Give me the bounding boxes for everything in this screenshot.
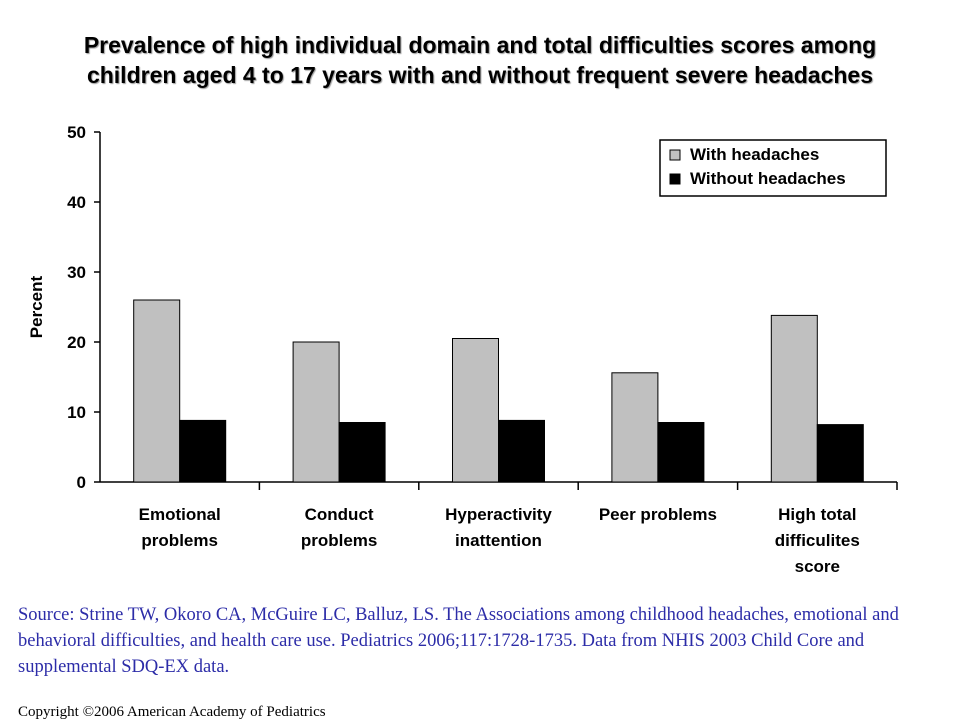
y-tick-label: 0 <box>77 473 86 492</box>
bar-with-headaches <box>292 341 340 483</box>
y-axis-title: Percent <box>27 275 46 338</box>
source-note: Source: Strine TW, Okoro CA, McGuire LC,… <box>18 605 899 677</box>
bar-chart: 0 10 20 30 40 50 Percent Emotional problems Condu… <box>27 123 898 576</box>
x-category-label: inattention <box>455 531 542 550</box>
bar-with-headaches <box>452 338 499 483</box>
x-category-label: problems <box>301 531 378 550</box>
x-category-label: score <box>795 557 840 576</box>
x-category-label: Emotional <box>139 505 221 524</box>
y-tick-label: 50 <box>67 123 86 142</box>
title-line-2: children aged 4 to 17 years with and wit… <box>86 62 874 88</box>
y-tick-label: 20 <box>67 333 86 352</box>
y-tick-label: 40 <box>67 193 86 212</box>
legend-swatch-without-headaches <box>669 173 681 185</box>
legend-label-with-headaches: With headaches <box>690 145 819 164</box>
x-category-label: Hyperactivity <box>445 505 552 524</box>
copyright-note: Copyright ©2006 American Academy of Pedi… <box>18 704 326 720</box>
x-category-label: problems <box>141 531 218 550</box>
bar-with-headaches <box>611 372 659 483</box>
bar-with-headaches <box>770 314 818 483</box>
title-line-1: Prevalence of high individual domain and… <box>83 32 877 58</box>
legend-label-without-headaches: Without headaches <box>690 169 846 188</box>
bar-with-headaches <box>133 299 181 483</box>
x-category-label: High total <box>778 505 856 524</box>
bar-without-headaches <box>657 422 705 483</box>
y-tick-label: 30 <box>67 263 86 282</box>
chart-title: Prevalence of high individual domain and… <box>0 30 960 90</box>
bar-without-headaches <box>816 424 864 483</box>
legend-swatch-with-headaches <box>669 149 681 161</box>
y-tick-label: 10 <box>67 403 86 422</box>
bar-without-headaches <box>498 419 545 483</box>
bar-without-headaches <box>338 422 386 483</box>
x-category-label: Peer problems <box>599 505 717 524</box>
x-category-label: Conduct <box>305 505 374 524</box>
x-category-label: difficulites <box>775 531 860 550</box>
legend-box <box>659 139 887 197</box>
bar-without-headaches <box>179 419 227 483</box>
